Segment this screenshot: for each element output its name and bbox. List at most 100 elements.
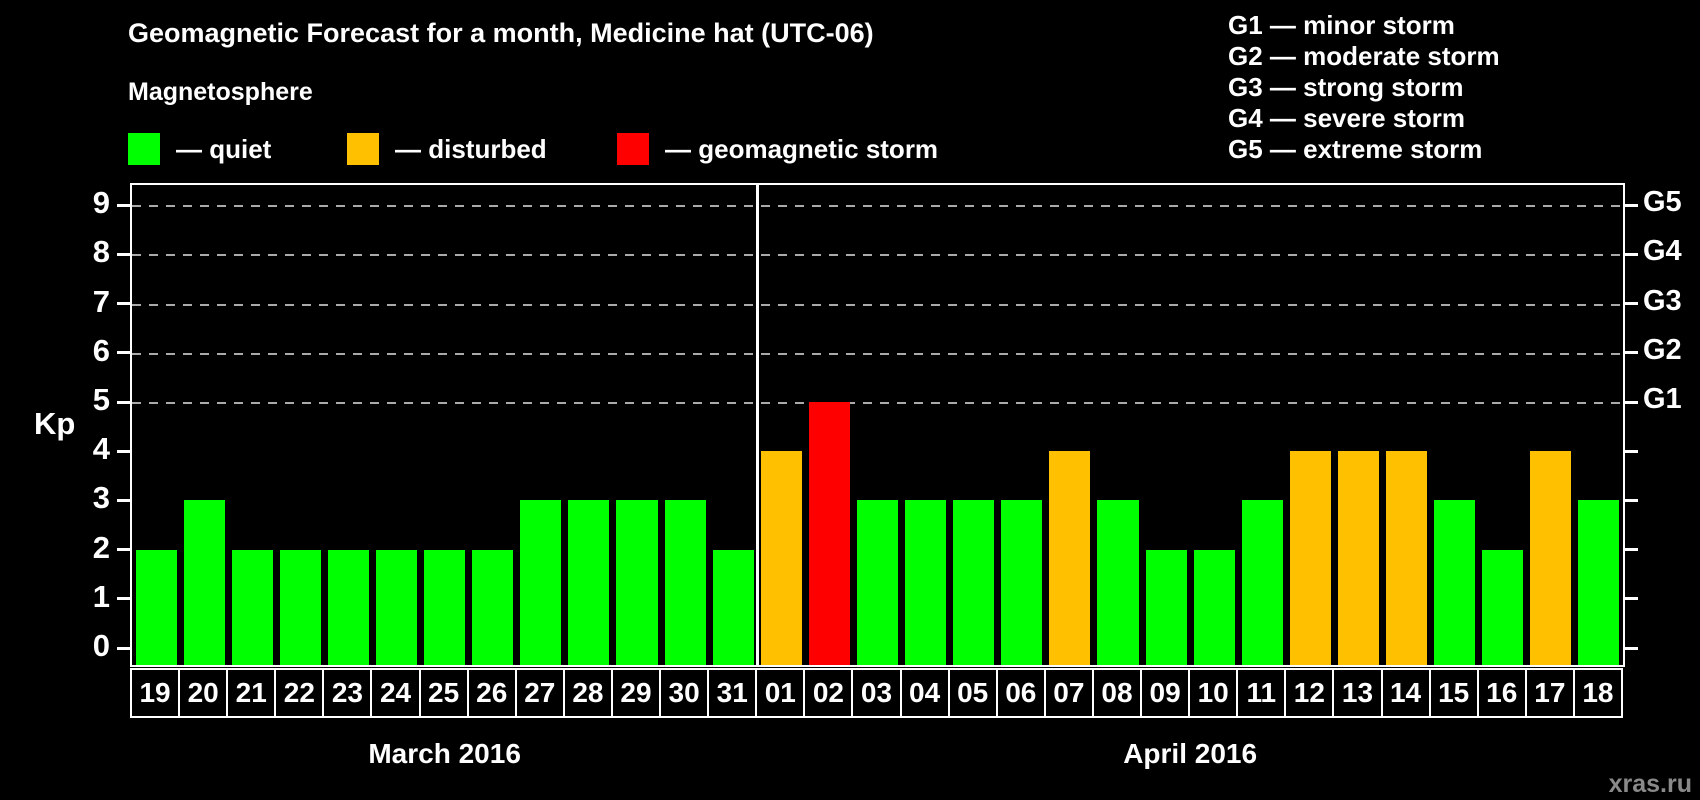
kp-bar-apr-08: [1097, 500, 1139, 665]
kp-bar-apr-12: [1289, 451, 1331, 665]
grid-line-kp8: [132, 254, 1623, 257]
kp-bar-apr-10: [1193, 549, 1235, 665]
kp-tick-left-1: [117, 597, 130, 601]
kp-tick-left-4: [117, 449, 130, 453]
kp-tick-right-4: [1625, 449, 1638, 453]
date-cell-apr-10: 10: [1188, 668, 1239, 718]
legend-label-storm: — geomagnetic storm: [665, 134, 939, 164]
date-cell-mar-19: 19: [130, 668, 181, 718]
kp-bar-mar-31: [712, 549, 754, 665]
kp-tick-left-0: [117, 646, 130, 650]
disturbed-color-swatch-icon: [347, 133, 379, 165]
kp-tick-label-2: 2: [92, 529, 110, 565]
date-cell-apr-17: 17: [1524, 668, 1575, 718]
kp-bar-apr-14: [1386, 451, 1428, 665]
kp-bar-mar-24: [375, 549, 418, 665]
kp-bar-apr-13: [1337, 451, 1379, 665]
kp-bar-apr-09: [1145, 549, 1187, 665]
date-cell-apr-15: 15: [1428, 668, 1479, 718]
date-cell-mar-30: 30: [659, 668, 710, 718]
magnetosphere-heading: Magnetosphere: [128, 78, 313, 106]
watermark-xras: xras.ru: [1608, 770, 1692, 798]
kp-tick-left-3: [117, 498, 130, 502]
g-legend-line-g3: G3 — strong storm: [1228, 72, 1464, 102]
kp-bar-apr-04: [905, 500, 947, 665]
kp-tick-right-7: [1625, 302, 1638, 306]
kp-bar-apr-11: [1241, 500, 1283, 665]
kp-bar-apr-03: [856, 500, 899, 665]
date-cell-apr-05: 05: [947, 668, 998, 718]
kp-bar-mar-27: [520, 500, 562, 665]
date-cell-mar-22: 22: [274, 668, 325, 718]
date-cell-mar-31: 31: [707, 668, 758, 718]
kp-tick-label-9: 9: [92, 185, 110, 221]
storm-color-swatch-icon: [617, 133, 649, 165]
kp-tick-label-0: 0: [92, 628, 110, 663]
date-cell-mar-20: 20: [178, 668, 229, 718]
kp-tick-label-4: 4: [92, 431, 110, 467]
g-tick-label-G3: G3: [1643, 284, 1682, 317]
kp-bar-apr-17: [1530, 451, 1572, 665]
kp-bar-mar-22: [279, 549, 321, 665]
legend-label-disturbed: — disturbed: [395, 134, 547, 164]
kp-tick-left-2: [117, 548, 130, 552]
g-tick-label-G4: G4: [1643, 235, 1682, 268]
kp-bar-mar-25: [424, 549, 466, 665]
date-cell-apr-13: 13: [1332, 668, 1383, 718]
date-cell-mar-27: 27: [514, 668, 565, 718]
date-cell-apr-16: 16: [1476, 668, 1527, 718]
kp-tick-right-6: [1625, 351, 1638, 355]
kp-bar-apr-02: [808, 402, 850, 665]
date-cell-apr-03: 03: [851, 668, 902, 718]
g-legend-line-g1: G1 — minor storm: [1228, 10, 1455, 40]
g-scale-legend: G1 — minor storm G2 — moderate storm G3 …: [1228, 10, 1500, 165]
kp-bar-apr-01: [760, 451, 802, 665]
kp-tick-label-7: 7: [92, 283, 110, 319]
date-cell-apr-06: 06: [995, 668, 1046, 718]
kp-bar-mar-19: [135, 549, 177, 665]
date-cell-mar-28: 28: [562, 668, 613, 718]
date-cell-apr-08: 08: [1091, 668, 1143, 718]
month-label-0: March 2016: [368, 738, 521, 769]
kp-bar-mar-30: [664, 500, 706, 665]
kp-tick-left-6: [117, 351, 130, 355]
kp-tick-right-2: [1625, 548, 1638, 552]
kp-tick-right-8: [1625, 252, 1638, 256]
kp-bar-apr-05: [953, 500, 995, 665]
date-cell-apr-07: 07: [1043, 668, 1094, 718]
kp-bar-mar-26: [472, 549, 514, 665]
kp-tick-right-1: [1625, 597, 1638, 601]
kp-tick-right-0: [1625, 646, 1638, 650]
kp-tick-left-9: [117, 203, 130, 207]
date-cell-mar-21: 21: [226, 668, 277, 718]
kp-tick-label-3: 3: [92, 480, 110, 516]
grid-line-kp9: [132, 205, 1623, 208]
kp-tick-label-1: 1: [92, 578, 110, 614]
kp-tick-right-9: [1625, 203, 1638, 207]
kp-tick-right-5: [1625, 400, 1638, 404]
g-legend-line-g5: G5 — extreme storm: [1228, 134, 1483, 164]
quiet-color-swatch-icon: [128, 133, 160, 165]
kp-tick-label-6: 6: [92, 332, 110, 368]
kp-tick-label-8: 8: [92, 234, 110, 270]
kp-tick-left-5: [117, 400, 130, 404]
grid-line-kp7: [132, 303, 1623, 306]
date-cell-mar-26: 26: [466, 668, 517, 718]
date-cell-apr-18: 18: [1572, 668, 1623, 718]
page-title: Geomagnetic Forecast for a month, Medici…: [128, 18, 874, 48]
kp-bar-mar-28: [568, 500, 610, 665]
kp-bar-apr-15: [1434, 500, 1476, 665]
month-separator-line: [755, 185, 759, 665]
kp-bar-apr-07: [1049, 451, 1091, 665]
kp-bar-apr-06: [1001, 500, 1043, 665]
date-cell-apr-04: 04: [899, 668, 950, 718]
g-legend-line-g4: G4 — severe storm: [1228, 103, 1466, 133]
kp-bar-mar-29: [616, 500, 658, 665]
kp-bar-mar-20: [183, 500, 225, 665]
date-cell-mar-23: 23: [322, 668, 373, 718]
date-cell-apr-14: 14: [1380, 668, 1431, 718]
date-cell-mar-29: 29: [610, 668, 662, 718]
g-tick-label-G1: G1: [1643, 383, 1682, 415]
date-cell-apr-09: 09: [1140, 668, 1191, 718]
